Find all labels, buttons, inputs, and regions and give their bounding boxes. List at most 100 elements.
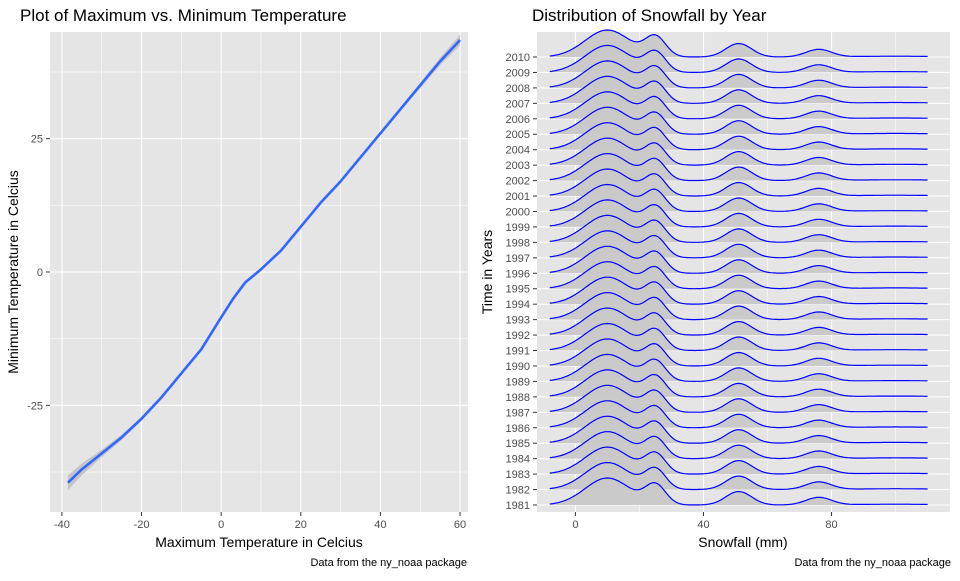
left-chart-x-tick-label: -20 [134, 519, 150, 531]
right-chart-y-tick-label: 2002 [506, 176, 530, 188]
left-chart-y-ticks: -25 0 25 [27, 134, 50, 412]
left-chart-x-tick-label: -40 [54, 519, 70, 531]
ridge-1992 [549, 307, 928, 336]
ridge-2000 [549, 183, 928, 212]
ridge-2001 [549, 168, 928, 197]
left-chart-caption: Data from the ny_noaa package [310, 557, 467, 569]
ridge-area [549, 199, 928, 227]
right-chart-y-tick-label: 1990 [506, 361, 530, 373]
ridge-1999 [549, 199, 928, 228]
ridge-line [549, 431, 928, 460]
right-chart-panel [511, 29, 950, 512]
right-chart-y-tick-label: 1984 [506, 454, 530, 466]
ridge-line [549, 307, 928, 336]
right-chart-y-tick-label: 2001 [506, 191, 530, 203]
ridge-1981 [549, 477, 928, 506]
ridge-2010 [549, 29, 928, 58]
right-chart-y-tick-label: 2000 [506, 206, 530, 218]
ridge-area [549, 462, 928, 490]
left-chart-title: Plot of Maximum vs. Minimum Temperature [20, 6, 347, 25]
right-chart-y-tick-label: 2008 [506, 83, 530, 95]
right-chart-y-tick-label: 2010 [506, 52, 530, 64]
ridge-area [549, 431, 928, 459]
ridge-1987 [549, 384, 928, 413]
right-chart-x-ticks: 0 40 80 [572, 512, 838, 531]
ridge-line [549, 183, 928, 212]
ridge-line [549, 60, 928, 89]
ridge-area [549, 447, 928, 475]
right-chart-y-axis-label: Time in Years [479, 230, 495, 314]
ridge-1990 [549, 338, 928, 367]
ridge-area [549, 60, 928, 88]
ridge-line [549, 477, 928, 506]
ridge-1998 [549, 214, 928, 243]
ridge-1991 [549, 322, 928, 352]
ridge-line [549, 214, 928, 243]
ridge-line [549, 91, 928, 120]
right-chart-y-tick-label: 1983 [506, 469, 530, 481]
ridge-2006 [549, 91, 928, 120]
ridge-area [549, 261, 928, 289]
ridge-area [549, 122, 928, 150]
ridge-1996 [549, 245, 928, 274]
ridge-1997 [549, 230, 928, 259]
right-chart-y-tick-label: 1998 [506, 237, 530, 249]
ridge-line [549, 245, 928, 274]
right-chart-y-tick-label: 1996 [506, 268, 530, 280]
ridge-area [549, 169, 928, 196]
ridge-1988 [549, 369, 928, 398]
right-chart-y-tick-label: 1989 [506, 376, 530, 388]
ridge-1994 [549, 276, 928, 305]
ridge-area [549, 153, 928, 181]
left-chart-x-tick-label: 60 [454, 519, 466, 531]
left-chart-x-ticks: -40 -20 0 20 40 60 [54, 512, 466, 531]
ridge-area [549, 138, 928, 166]
ridge-line [549, 199, 928, 228]
ridge-area [549, 339, 928, 366]
ridge-area [549, 30, 928, 57]
ridge-line [549, 369, 928, 398]
ridge-2004 [549, 122, 928, 151]
left-chart-panel [50, 32, 468, 512]
left-chart-x-axis-label: Maximum Temperature in Celcius [155, 534, 362, 550]
ridge-area [549, 230, 928, 258]
ridge-line [549, 122, 928, 151]
ridge-area [549, 369, 928, 397]
ridge-1983 [549, 446, 928, 475]
ridge-area [549, 277, 928, 305]
ridge-1995 [549, 261, 928, 290]
ridge-area [549, 400, 928, 428]
ridge-line [549, 261, 928, 290]
ridge-line [549, 29, 928, 58]
ridge-line [549, 168, 928, 197]
ridge-1982 [549, 462, 928, 491]
ridge-2008 [549, 60, 928, 89]
ridge-line [549, 462, 928, 491]
ridge-area [549, 308, 928, 336]
ridge-area [549, 184, 928, 212]
left-chart-x-tick-label: 20 [295, 519, 307, 531]
right-chart-y-tick-label: 1992 [506, 330, 530, 342]
ridge-area [549, 416, 928, 444]
right-chart-y-tick-label: 2005 [506, 129, 530, 141]
right-chart-y-ticks: 1981 1982 1983 1984 1985 1986 1987 1988 1989 1990… [506, 52, 537, 512]
right-chart-y-tick-label: 1988 [506, 392, 530, 404]
ridge-area [549, 45, 928, 73]
right-chart-y-tick-label: 2009 [506, 67, 530, 79]
right-chart-y-tick-label: 1981 [506, 500, 530, 512]
right-chart-y-tick-label: 1997 [506, 253, 530, 265]
right-chart-y-tick-label: 1982 [506, 485, 530, 497]
right-chart-title: Distribution of Snowfall by Year [532, 6, 767, 25]
left-chart-x-tick-label: 40 [374, 519, 386, 531]
right-chart-y-tick-label: 2007 [506, 98, 530, 110]
left-chart-y-tick-label: 0 [37, 267, 43, 279]
right-chart-y-tick-label: 1985 [506, 438, 530, 450]
ridge-line [549, 137, 928, 166]
ridge-area [549, 91, 928, 119]
ridge-area [549, 478, 928, 505]
ridge-area [549, 76, 928, 104]
left-chart-y-tick-label: 25 [31, 134, 43, 146]
left-chart-x-tick-label: 0 [218, 519, 224, 531]
right-chart-y-tick-label: 2003 [506, 160, 530, 172]
